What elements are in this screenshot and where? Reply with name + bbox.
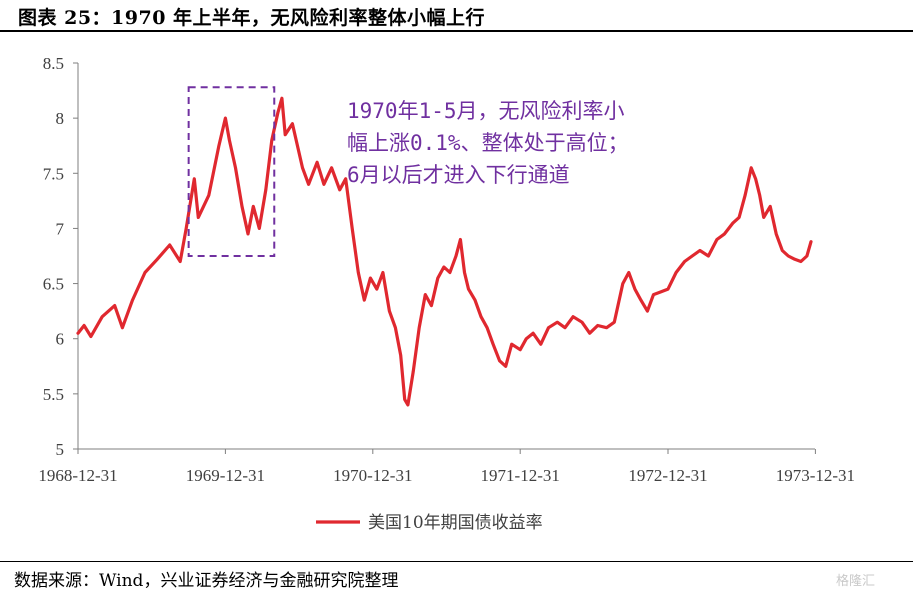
source-rule <box>0 561 913 562</box>
x-tick-label: 1972-12-31 <box>628 466 707 485</box>
y-axis: 8.5 8 7.5 7 6.5 6 5.5 5 <box>43 54 79 459</box>
y-tick-label: 6 <box>56 330 65 349</box>
y-tick-label: 5 <box>56 440 65 459</box>
line-chart: 8.5 8 7.5 7 6.5 6 5.5 5 1968-12-31 1969-12-31 197… <box>38 54 855 533</box>
x-tick-label: 1971-12-31 <box>481 466 560 485</box>
watermark: 格隆汇 <box>836 574 876 589</box>
y-tick-label: 7 <box>56 219 65 238</box>
series-line-us-10y-yield <box>76 96 813 407</box>
x-tick-label: 1973-12-31 <box>776 466 855 485</box>
annotation-line: 6月以后才进入下行通道 <box>347 163 570 187</box>
y-tick-label: 6.5 <box>43 275 64 294</box>
x-tick-label: 1968-12-31 <box>38 466 117 485</box>
x-tick-label: 1970-12-31 <box>333 466 412 485</box>
source-note: 数据来源：Wind，兴业证券经济与金融研究院整理 <box>14 571 399 591</box>
figure-title: 图表 25：1970 年上半年，无风险利率整体小幅上行 <box>18 7 486 29</box>
x-axis: 1968-12-31 1969-12-31 1970-12-31 1971-12-31… <box>38 448 855 485</box>
y-tick-label: 8.5 <box>43 54 64 73</box>
legend: 美国10年期国债收益率 <box>316 513 543 533</box>
y-tick-label: 5.5 <box>43 385 64 404</box>
x-tick-label: 1969-12-31 <box>186 466 265 485</box>
y-tick-label: 7.5 <box>43 164 64 183</box>
title-rule <box>0 30 913 32</box>
highlight-box <box>187 86 276 257</box>
legend-label: 美国10年期国债收益率 <box>368 513 543 533</box>
annotation-line: 1970年1-5月，无风险利率小 <box>347 99 625 123</box>
y-tick-label: 8 <box>56 109 65 128</box>
plot-area <box>76 96 813 407</box>
annotation-line: 幅上涨0.1%、整体处于高位； <box>347 131 629 155</box>
